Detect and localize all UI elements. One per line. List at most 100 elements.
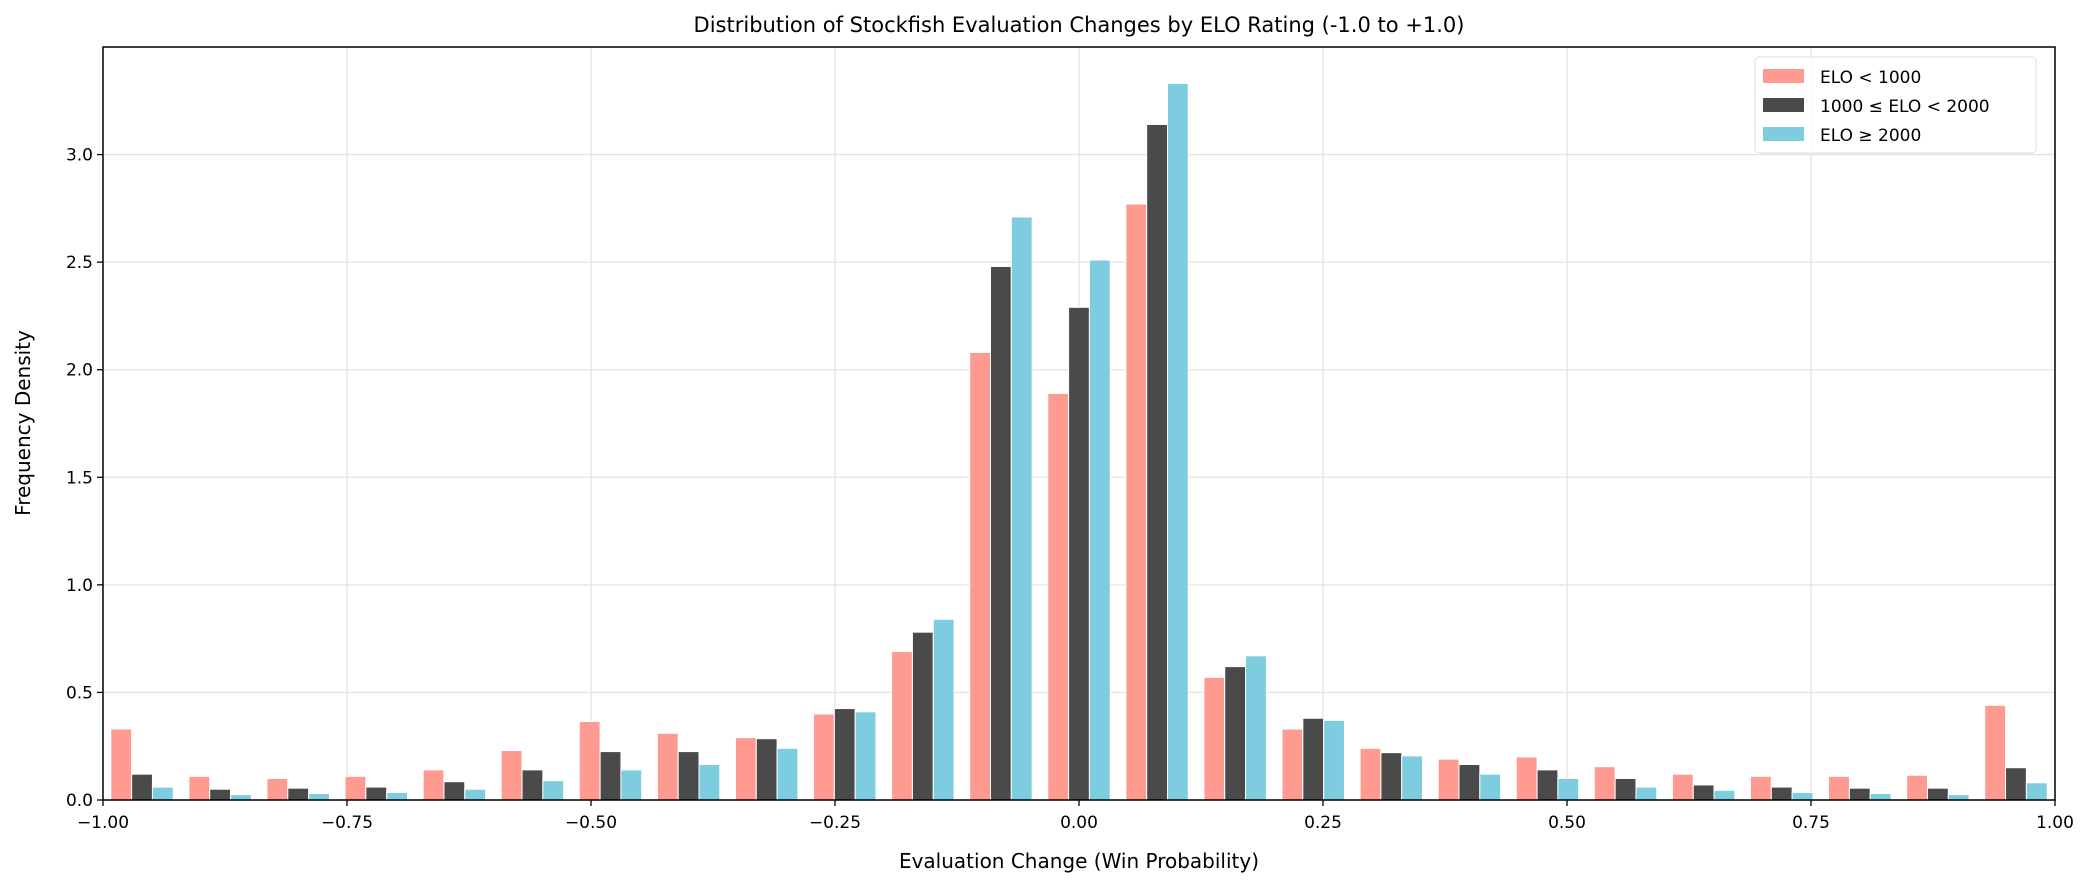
bar bbox=[1515, 756, 1538, 801]
bar bbox=[1906, 774, 1928, 801]
bar bbox=[1088, 259, 1111, 801]
bar bbox=[1828, 775, 1850, 801]
x-tick-label: 0.00 bbox=[1060, 813, 1098, 833]
bar bbox=[1437, 758, 1460, 801]
bar bbox=[464, 788, 487, 801]
bar bbox=[1203, 676, 1226, 801]
bar bbox=[776, 747, 799, 801]
bar bbox=[1302, 717, 1325, 801]
chart-title: Distribution of Stockfish Evaluation Cha… bbox=[694, 13, 1465, 37]
bar bbox=[1770, 786, 1793, 801]
bar bbox=[2005, 767, 2027, 801]
bar bbox=[969, 352, 992, 801]
bar bbox=[1791, 791, 1814, 801]
bar bbox=[1749, 775, 1772, 801]
bar bbox=[1359, 747, 1382, 801]
y-tick-label: 0.5 bbox=[66, 683, 93, 703]
bar bbox=[1166, 83, 1189, 801]
bar bbox=[344, 775, 367, 801]
bar bbox=[620, 769, 643, 801]
x-tick-label: −0.25 bbox=[809, 813, 861, 833]
bar bbox=[542, 780, 565, 801]
x-axis-label: Evaluation Change (Win Probability) bbox=[899, 849, 1259, 873]
bar bbox=[1671, 773, 1694, 801]
bar bbox=[1458, 764, 1481, 801]
bar bbox=[1848, 787, 1871, 801]
x-tick-label: −0.75 bbox=[321, 813, 373, 833]
legend-frame bbox=[1754, 56, 2037, 154]
bar bbox=[755, 738, 778, 801]
bar bbox=[1536, 769, 1559, 801]
bar bbox=[1713, 789, 1736, 801]
bar bbox=[1010, 216, 1033, 801]
bar bbox=[911, 631, 934, 801]
x-tick-label: −1.00 bbox=[77, 813, 129, 833]
bar bbox=[677, 751, 700, 801]
bars bbox=[110, 83, 2048, 801]
bar bbox=[1614, 777, 1637, 801]
bar bbox=[1593, 766, 1616, 801]
bar bbox=[1047, 392, 1070, 801]
bar bbox=[854, 711, 877, 801]
bar bbox=[1125, 203, 1148, 801]
bar bbox=[287, 787, 310, 801]
legend-swatch bbox=[1763, 69, 1804, 83]
y-tick-label: 3.0 bbox=[66, 146, 93, 166]
bar bbox=[1281, 728, 1304, 801]
bar bbox=[1323, 719, 1345, 801]
bar bbox=[131, 773, 153, 801]
bar bbox=[599, 751, 622, 801]
x-tick-label: −0.50 bbox=[565, 813, 617, 833]
bar bbox=[1479, 773, 1502, 801]
bar bbox=[151, 786, 174, 801]
legend-swatch bbox=[1763, 98, 1804, 112]
y-tick-label: 0.0 bbox=[66, 791, 93, 811]
legend-label: ELO ≥ 2000 bbox=[1820, 126, 1921, 146]
bar bbox=[308, 793, 330, 801]
bar bbox=[1557, 777, 1580, 801]
bar bbox=[1947, 794, 1970, 801]
bar bbox=[188, 775, 211, 801]
y-tick-label: 1.5 bbox=[66, 468, 93, 488]
bar bbox=[1146, 123, 1168, 801]
bar bbox=[1068, 306, 1090, 801]
x-tick-label: 0.75 bbox=[1792, 813, 1830, 833]
bar bbox=[1401, 755, 1424, 801]
bar bbox=[578, 720, 601, 801]
x-tick-label: 0.50 bbox=[1548, 813, 1586, 833]
bar bbox=[891, 651, 913, 801]
bar bbox=[1224, 666, 1247, 801]
bar bbox=[443, 781, 466, 801]
bar bbox=[656, 732, 679, 801]
bar bbox=[422, 769, 445, 801]
bar bbox=[990, 265, 1012, 801]
bar bbox=[386, 791, 409, 801]
x-tick-label: 0.25 bbox=[1304, 813, 1342, 833]
bar bbox=[1926, 787, 1949, 801]
bar bbox=[2025, 782, 2048, 801]
bar bbox=[813, 713, 835, 801]
bar bbox=[932, 618, 955, 801]
bar bbox=[833, 708, 856, 801]
bar bbox=[230, 794, 252, 801]
legend-swatch bbox=[1763, 127, 1804, 141]
bar bbox=[521, 769, 544, 801]
x-axis-ticks: −1.00 −0.75 −0.50 −0.25 0.00 0.25 0.50 0.75 1.00 bbox=[77, 800, 2074, 833]
bar bbox=[1245, 655, 1267, 801]
y-axis-label: Frequency Density bbox=[11, 330, 35, 516]
bar bbox=[698, 764, 721, 801]
x-tick-label: 1.00 bbox=[2036, 813, 2074, 833]
y-axis-ticks: 0.0 0.5 1.0 1.5 2.0 2.5 3.0 bbox=[66, 146, 103, 811]
bar bbox=[1692, 784, 1715, 801]
bar bbox=[209, 788, 232, 801]
bar bbox=[110, 728, 133, 801]
y-tick-label: 2.5 bbox=[66, 253, 93, 273]
bar bbox=[1380, 752, 1403, 801]
legend-label: 1000 ≤ ELO < 2000 bbox=[1820, 97, 1990, 117]
bar bbox=[1984, 704, 2007, 801]
bar bbox=[734, 737, 757, 801]
y-tick-label: 2.0 bbox=[66, 361, 93, 381]
legend: ELO < 1000 1000 ≤ ELO < 2000 ELO ≥ 2000 bbox=[1754, 56, 2037, 154]
bar bbox=[365, 786, 388, 801]
